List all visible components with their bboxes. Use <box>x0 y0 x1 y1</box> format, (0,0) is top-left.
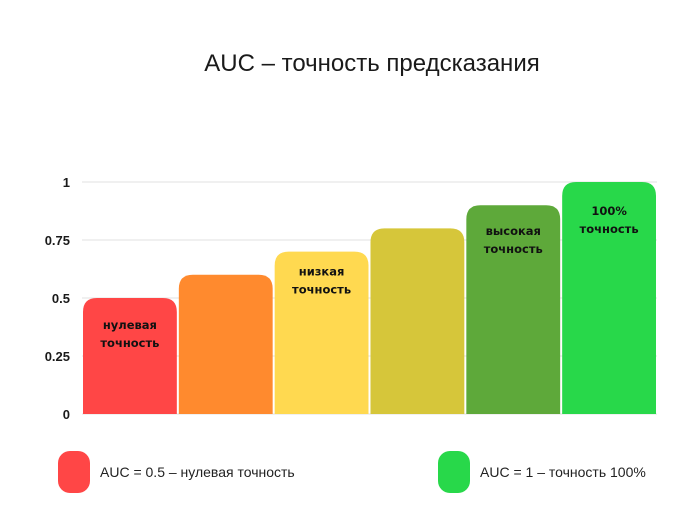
legend-label: AUC = 0.5 – нулевая точность <box>100 464 295 480</box>
bar-label: высокая <box>486 224 541 238</box>
bar-label: точность <box>100 336 159 350</box>
legend-swatch <box>58 451 90 493</box>
bar-labels: нулевая точность низкая точность высокая точн… <box>100 204 638 350</box>
bar <box>370 228 465 414</box>
y-tick-label: 0.5 <box>52 291 70 306</box>
legend-swatch <box>438 451 470 493</box>
bar-label: 100% <box>591 204 627 218</box>
y-tick-label: 0.75 <box>45 233 70 248</box>
y-axis-ticks: 0 0.25 0.5 0.75 1 <box>45 175 70 422</box>
y-tick-label: 0.25 <box>45 349 70 364</box>
gridlines <box>82 181 657 415</box>
y-tick-label: 0 <box>63 407 70 422</box>
legend-label: AUC = 1 – точность 100% <box>480 464 646 480</box>
bar <box>83 298 177 414</box>
legend: AUC = 0.5 – нулевая точность AUC = 1 – то… <box>58 451 646 493</box>
bar <box>178 274 273 414</box>
bar-label: точность <box>292 283 351 297</box>
chart-title: AUC – точность предсказания <box>204 50 539 77</box>
bars <box>83 182 656 414</box>
bar-label: нулевая <box>103 318 157 332</box>
bar-label: точность <box>580 222 639 236</box>
bar <box>562 182 656 414</box>
bar <box>274 251 369 414</box>
y-tick-label: 1 <box>63 175 70 190</box>
bar-label: низкая <box>299 265 345 279</box>
bar <box>466 205 561 414</box>
bar-label: точность <box>484 242 543 256</box>
